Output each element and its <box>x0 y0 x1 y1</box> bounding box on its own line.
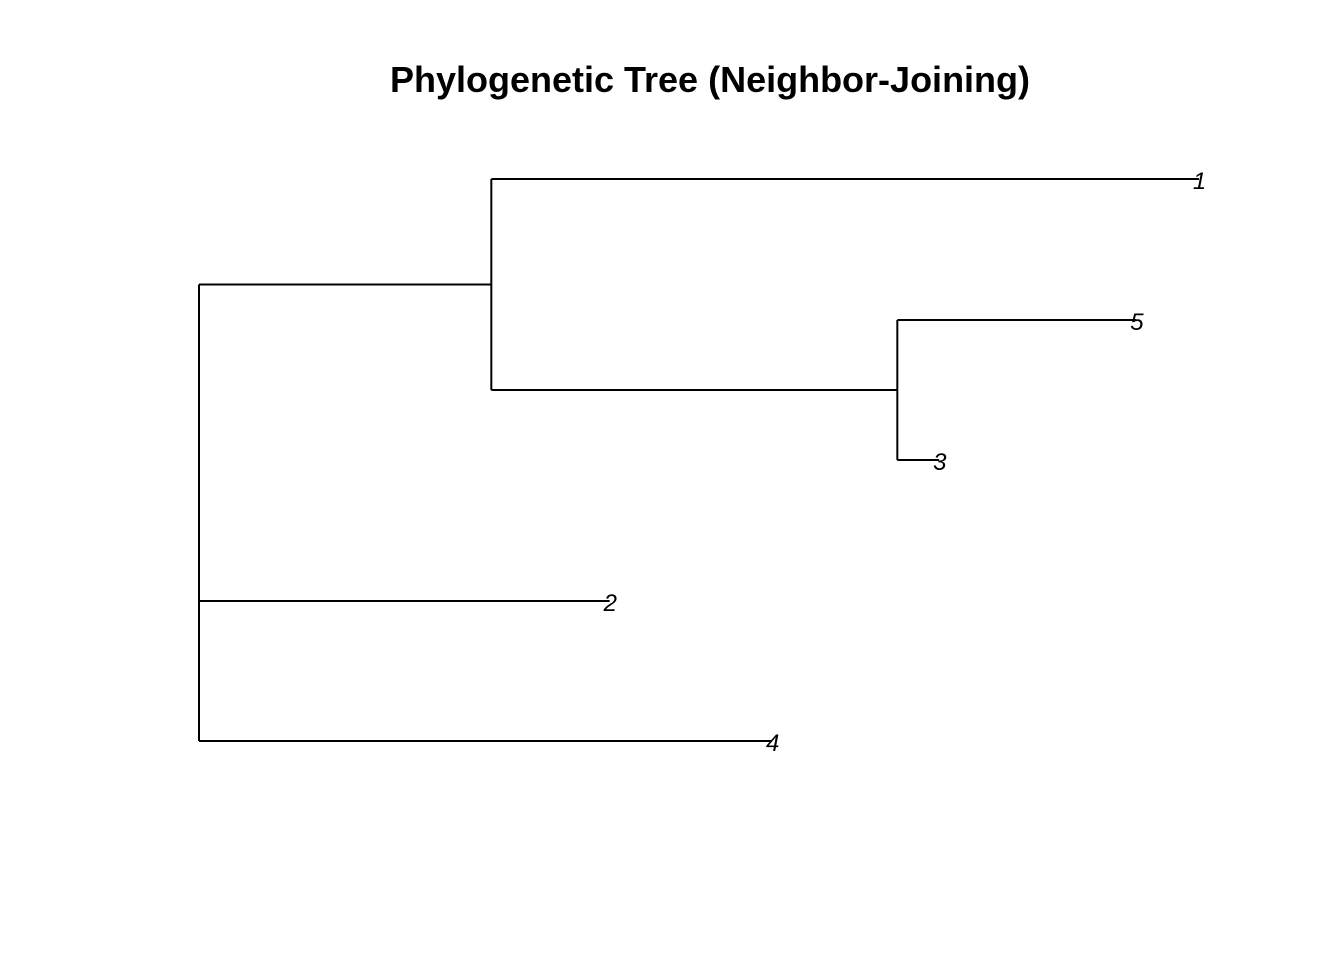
tree-branches <box>198 178 1199 742</box>
tip-labels: 1 5 3 2 4 <box>603 168 1207 757</box>
tree-title: Phylogenetic Tree (Neighbor-Joining) <box>390 59 1030 100</box>
tip-label-3: 3 <box>933 449 947 476</box>
tip-label-2: 2 <box>603 590 617 617</box>
tip-label-5: 5 <box>1130 309 1144 336</box>
tip-label-1: 1 <box>1193 168 1206 195</box>
tip-label-4: 4 <box>766 730 779 757</box>
